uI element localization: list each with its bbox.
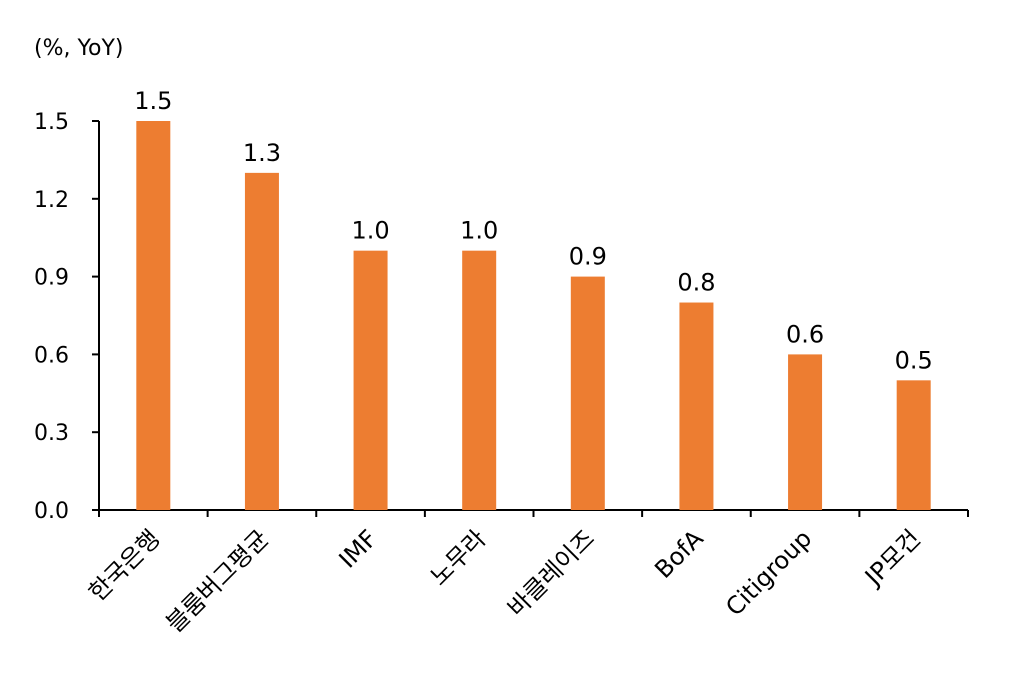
y-tick-label: 1.5 [34, 110, 69, 135]
data-label: 0.8 [677, 269, 715, 297]
category-label: JP모건 [858, 524, 926, 592]
bar [462, 250, 497, 510]
bar [570, 276, 605, 510]
data-label: 1.5 [134, 87, 172, 115]
category-label: IMF [334, 524, 383, 573]
bar [679, 302, 714, 510]
y-tick-label: 1.2 [34, 188, 69, 213]
data-label: 0.6 [786, 320, 824, 348]
y-tick-label: 0.6 [34, 343, 69, 368]
category-label: 바클레이즈 [502, 524, 600, 622]
data-label: 1.3 [243, 139, 281, 167]
category-label: Citigroup [720, 524, 817, 621]
data-label: 0.9 [569, 243, 607, 271]
x-axis [98, 509, 969, 517]
unit-label: (%, YoY) [34, 36, 123, 61]
category-label: 노무라 [425, 524, 492, 591]
data-label: 1.0 [351, 217, 389, 245]
data-labels: 1.5 1.3 1.0 1.0 0.9 0.8 0.6 0.5 [134, 87, 933, 374]
bar [896, 380, 931, 510]
category-label: 블룸버그평균 [161, 524, 274, 637]
data-label: 1.0 [460, 217, 498, 245]
y-axis: 0.0 0.3 0.6 0.9 1.2 1.5 [34, 110, 100, 524]
category-label: BofA [649, 524, 709, 584]
category-label: 한국은행 [83, 524, 165, 606]
y-tick-label: 0.0 [34, 499, 69, 524]
bar [136, 121, 171, 510]
bar [788, 354, 823, 510]
y-tick-label: 0.9 [34, 266, 69, 291]
y-tick-label: 0.3 [34, 421, 69, 446]
data-label: 0.5 [895, 346, 933, 374]
bars [136, 121, 931, 510]
bar [353, 250, 388, 510]
bar [244, 172, 279, 510]
